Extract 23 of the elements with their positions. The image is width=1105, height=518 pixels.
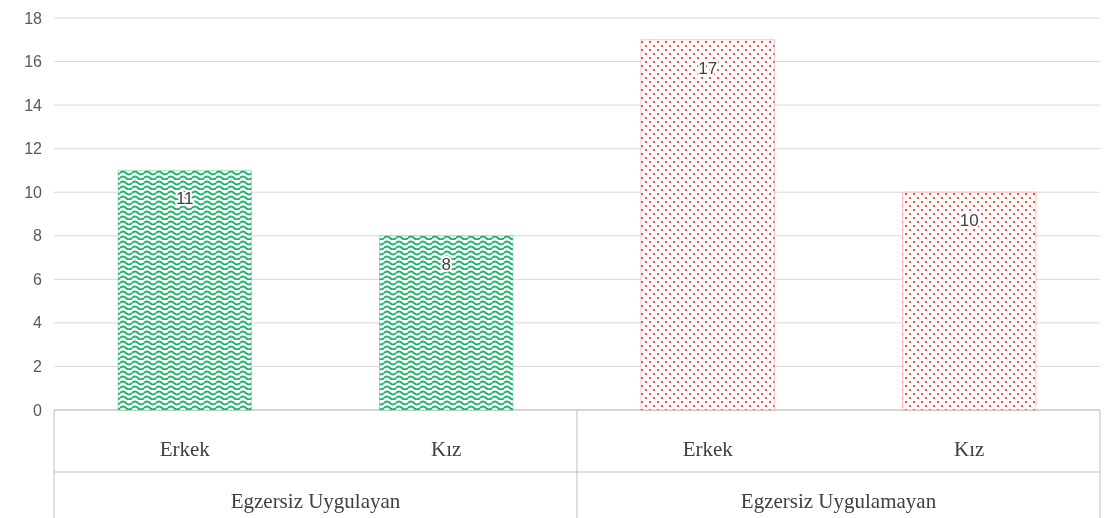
y-tick-label: 6 xyxy=(33,270,43,288)
bar xyxy=(902,191,1037,411)
y-tick-label: 14 xyxy=(24,96,43,114)
bar xyxy=(640,39,775,411)
bar xyxy=(379,235,514,411)
y-tick-label: 18 xyxy=(24,9,43,27)
bar xyxy=(117,169,252,411)
x-tick-label: Erkek xyxy=(159,437,211,461)
y-tick-label: 8 xyxy=(33,227,43,245)
y-tick-label: 4 xyxy=(33,314,43,332)
text: Egzersiz Uygulamayan xyxy=(740,489,937,513)
y-tick-label: 0 xyxy=(33,401,43,419)
data-label: 10 xyxy=(959,211,979,231)
y-tick-label: 16 xyxy=(24,53,43,71)
y-tick-label: 10 xyxy=(24,183,43,201)
text: Egzersiz Uygulayan xyxy=(230,489,401,513)
y-tick-label: 12 xyxy=(24,140,43,158)
x-tick-label: Kız xyxy=(954,437,985,461)
data-label: 8 xyxy=(441,254,451,274)
y-tick-label: 2 xyxy=(33,358,43,376)
x-tick-label: Erkek xyxy=(682,437,734,461)
data-label: 17 xyxy=(698,58,718,78)
x-tick-label: Kız xyxy=(431,437,462,461)
